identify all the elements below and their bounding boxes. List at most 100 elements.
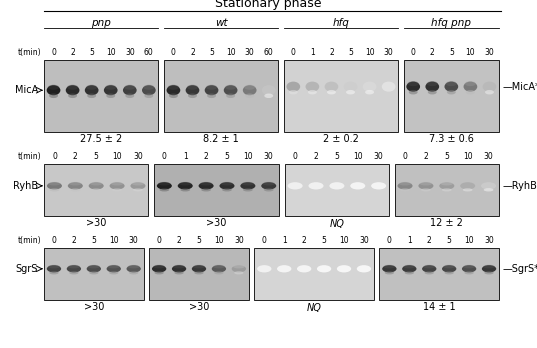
Ellipse shape: [172, 265, 186, 272]
Ellipse shape: [483, 265, 495, 268]
Ellipse shape: [47, 182, 62, 189]
Ellipse shape: [124, 85, 135, 90]
Ellipse shape: [69, 271, 78, 275]
Text: 5: 5: [89, 48, 94, 57]
Ellipse shape: [173, 265, 185, 268]
Text: 5: 5: [94, 152, 99, 161]
Ellipse shape: [48, 85, 59, 90]
Ellipse shape: [324, 81, 338, 92]
Text: 8.2 ± 1: 8.2 ± 1: [203, 134, 239, 144]
Ellipse shape: [70, 188, 80, 191]
Ellipse shape: [384, 271, 394, 275]
Bar: [404, 60, 499, 132]
Text: 5: 5: [322, 236, 326, 245]
Text: 2: 2: [70, 48, 75, 57]
Ellipse shape: [144, 94, 154, 98]
Ellipse shape: [105, 85, 116, 90]
Ellipse shape: [382, 81, 396, 92]
Ellipse shape: [152, 265, 166, 272]
Text: 10: 10: [112, 152, 122, 161]
Ellipse shape: [226, 94, 235, 98]
Ellipse shape: [207, 94, 216, 98]
Ellipse shape: [132, 182, 144, 185]
Text: 10: 10: [463, 152, 473, 161]
Text: 0: 0: [387, 236, 392, 245]
Ellipse shape: [244, 85, 255, 90]
Text: 2: 2: [314, 152, 318, 161]
Bar: [255, 248, 374, 300]
Text: NQ: NQ: [307, 302, 322, 313]
Ellipse shape: [199, 182, 214, 189]
Text: 14 ± 1: 14 ± 1: [423, 302, 455, 313]
Text: 0: 0: [162, 152, 167, 161]
Ellipse shape: [133, 188, 143, 191]
Ellipse shape: [200, 182, 212, 185]
Ellipse shape: [264, 188, 274, 191]
Ellipse shape: [263, 182, 275, 185]
Ellipse shape: [47, 85, 60, 95]
Text: 10: 10: [365, 48, 374, 57]
Ellipse shape: [445, 81, 458, 92]
Text: 30: 30: [374, 152, 383, 161]
Ellipse shape: [465, 271, 474, 275]
Ellipse shape: [243, 188, 253, 191]
Text: 2: 2: [71, 236, 76, 245]
Ellipse shape: [234, 271, 243, 275]
Text: 30: 30: [129, 236, 139, 245]
Text: RyhB: RyhB: [13, 181, 38, 191]
Text: t(min): t(min): [17, 48, 41, 57]
Ellipse shape: [439, 182, 454, 189]
Text: NQ: NQ: [330, 219, 344, 229]
Text: 1: 1: [407, 236, 412, 245]
Ellipse shape: [243, 85, 257, 95]
Ellipse shape: [110, 182, 125, 189]
Ellipse shape: [159, 188, 169, 191]
Ellipse shape: [442, 265, 456, 272]
Ellipse shape: [233, 265, 244, 268]
Text: 5: 5: [335, 152, 339, 161]
Ellipse shape: [221, 182, 233, 185]
Ellipse shape: [446, 81, 457, 86]
Ellipse shape: [48, 265, 60, 268]
Ellipse shape: [213, 265, 224, 268]
Ellipse shape: [66, 85, 79, 95]
Ellipse shape: [481, 182, 496, 189]
Text: 0: 0: [411, 48, 416, 57]
Ellipse shape: [442, 188, 452, 191]
Ellipse shape: [205, 85, 219, 95]
Ellipse shape: [445, 271, 454, 275]
Text: 5: 5: [224, 152, 229, 161]
Ellipse shape: [421, 188, 431, 191]
Text: Stationary phase: Stationary phase: [215, 0, 322, 10]
Ellipse shape: [142, 85, 156, 95]
Text: 0: 0: [171, 48, 176, 57]
Text: 0: 0: [403, 152, 408, 161]
Ellipse shape: [288, 182, 303, 189]
Text: 2: 2: [177, 236, 182, 245]
Ellipse shape: [112, 188, 122, 191]
Ellipse shape: [427, 81, 438, 86]
Ellipse shape: [261, 182, 276, 189]
Bar: [44, 164, 148, 216]
Ellipse shape: [158, 182, 170, 185]
Ellipse shape: [123, 85, 136, 95]
Text: 60: 60: [264, 48, 274, 57]
Text: 7.3 ± 0.6: 7.3 ± 0.6: [429, 134, 474, 144]
Ellipse shape: [264, 94, 273, 98]
Text: 10: 10: [353, 152, 362, 161]
Text: SgrS: SgrS: [16, 264, 38, 274]
Ellipse shape: [483, 81, 496, 92]
Ellipse shape: [178, 182, 193, 189]
Ellipse shape: [262, 85, 275, 95]
Text: 5: 5: [209, 48, 214, 57]
Ellipse shape: [68, 94, 77, 98]
Text: 60: 60: [144, 48, 154, 57]
Ellipse shape: [187, 85, 198, 90]
Text: 5: 5: [197, 236, 201, 245]
Ellipse shape: [257, 265, 272, 272]
Ellipse shape: [104, 85, 118, 95]
Ellipse shape: [179, 182, 191, 185]
Ellipse shape: [350, 182, 365, 189]
Ellipse shape: [175, 271, 184, 275]
Ellipse shape: [194, 271, 204, 275]
